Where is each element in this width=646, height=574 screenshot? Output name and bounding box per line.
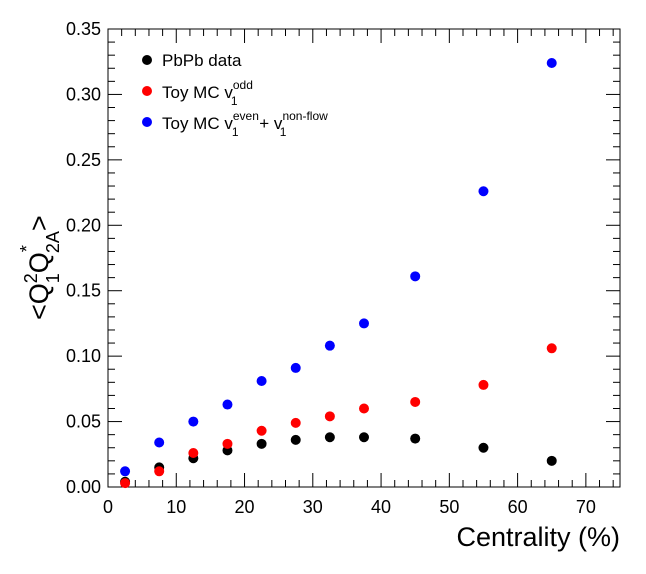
point-toy-even [478, 186, 489, 197]
y-tick-labels: 0.00 0.05 0.10 0.15 0.20 0.25 0.30 0.35 [66, 19, 101, 497]
y-tick-label: 0.15 [66, 281, 101, 301]
y-title-q: Q [24, 252, 54, 273]
point-toy-odd [410, 396, 421, 407]
y-title-sup2: * [17, 245, 37, 252]
point-toy-odd [222, 438, 233, 449]
point-toy-odd [188, 447, 199, 458]
point-toy-even [256, 376, 267, 387]
x-tick-label: 50 [439, 497, 459, 517]
y-tick-label: 0.00 [66, 477, 101, 497]
x-axis-title: Centrality (%) [456, 522, 620, 552]
legend-entry-odd: Toy MC vodd 1 [162, 78, 253, 108]
point-toy-odd [120, 478, 131, 489]
y-tick-label: 0.20 [66, 215, 101, 235]
point-toy-even [120, 466, 131, 477]
y-tick-label: 0.25 [66, 150, 101, 170]
point-toy-odd [359, 403, 369, 414]
legend-marker-odd [142, 86, 152, 96]
y-tick-label: 0.05 [66, 412, 101, 432]
point-pbpb [359, 432, 369, 443]
point-toy-even [359, 318, 369, 329]
y-title-sub1: 1 [43, 273, 63, 283]
point-toy-odd [478, 379, 489, 390]
x-tick-label: 0 [103, 497, 113, 517]
y-title-open: <Q [24, 283, 54, 320]
point-pbpb [410, 433, 421, 444]
y-title-close: > [24, 215, 54, 231]
legend-entry-pbpb: PbPb data [162, 51, 242, 70]
point-toy-even [410, 271, 421, 282]
y-axis-title: <Q2 1Q* 2A> [17, 215, 63, 320]
x-tick-label: 30 [303, 497, 323, 517]
point-toy-even [188, 416, 199, 427]
legend-marker-even [142, 117, 152, 127]
plot-frame [107, 28, 621, 488]
point-pbpb [478, 442, 489, 453]
y-tick-label: 0.35 [66, 19, 101, 39]
point-toy-even [154, 437, 165, 448]
legend: PbPb data Toy MC vodd 1 Toy MC veven 1 + v… [142, 51, 328, 139]
x-tick-labels: 0 10 20 30 40 50 60 70 [103, 497, 596, 517]
point-pbpb [290, 434, 301, 445]
point-toy-odd [546, 343, 557, 354]
y-tick-label: 0.10 [66, 346, 101, 366]
y-tick-label: 0.30 [66, 84, 101, 104]
point-toy-even [222, 399, 233, 410]
y-title-sup1: 2 [21, 273, 41, 283]
data-points [120, 58, 557, 489]
point-pbpb [546, 455, 557, 466]
point-pbpb [324, 432, 335, 443]
axis-ticks [107, 28, 620, 488]
x-tick-label: 60 [508, 497, 528, 517]
x-tick-label: 40 [371, 497, 391, 517]
y-title-sub2: 2A [43, 231, 63, 253]
x-tick-label: 20 [235, 497, 255, 517]
x-tick-label: 70 [576, 497, 596, 517]
point-pbpb [256, 438, 267, 449]
point-toy-even [546, 58, 557, 69]
legend-entry-even: Toy MC veven 1 + vnon-flow 1 [162, 109, 328, 139]
x-tick-label: 10 [166, 497, 186, 517]
point-toy-odd [324, 411, 335, 422]
point-toy-odd [256, 425, 267, 436]
point-toy-odd [154, 466, 165, 477]
point-toy-even [324, 340, 335, 351]
point-toy-even [290, 362, 301, 373]
point-toy-odd [290, 417, 301, 428]
legend-marker-pbpb [142, 55, 152, 65]
